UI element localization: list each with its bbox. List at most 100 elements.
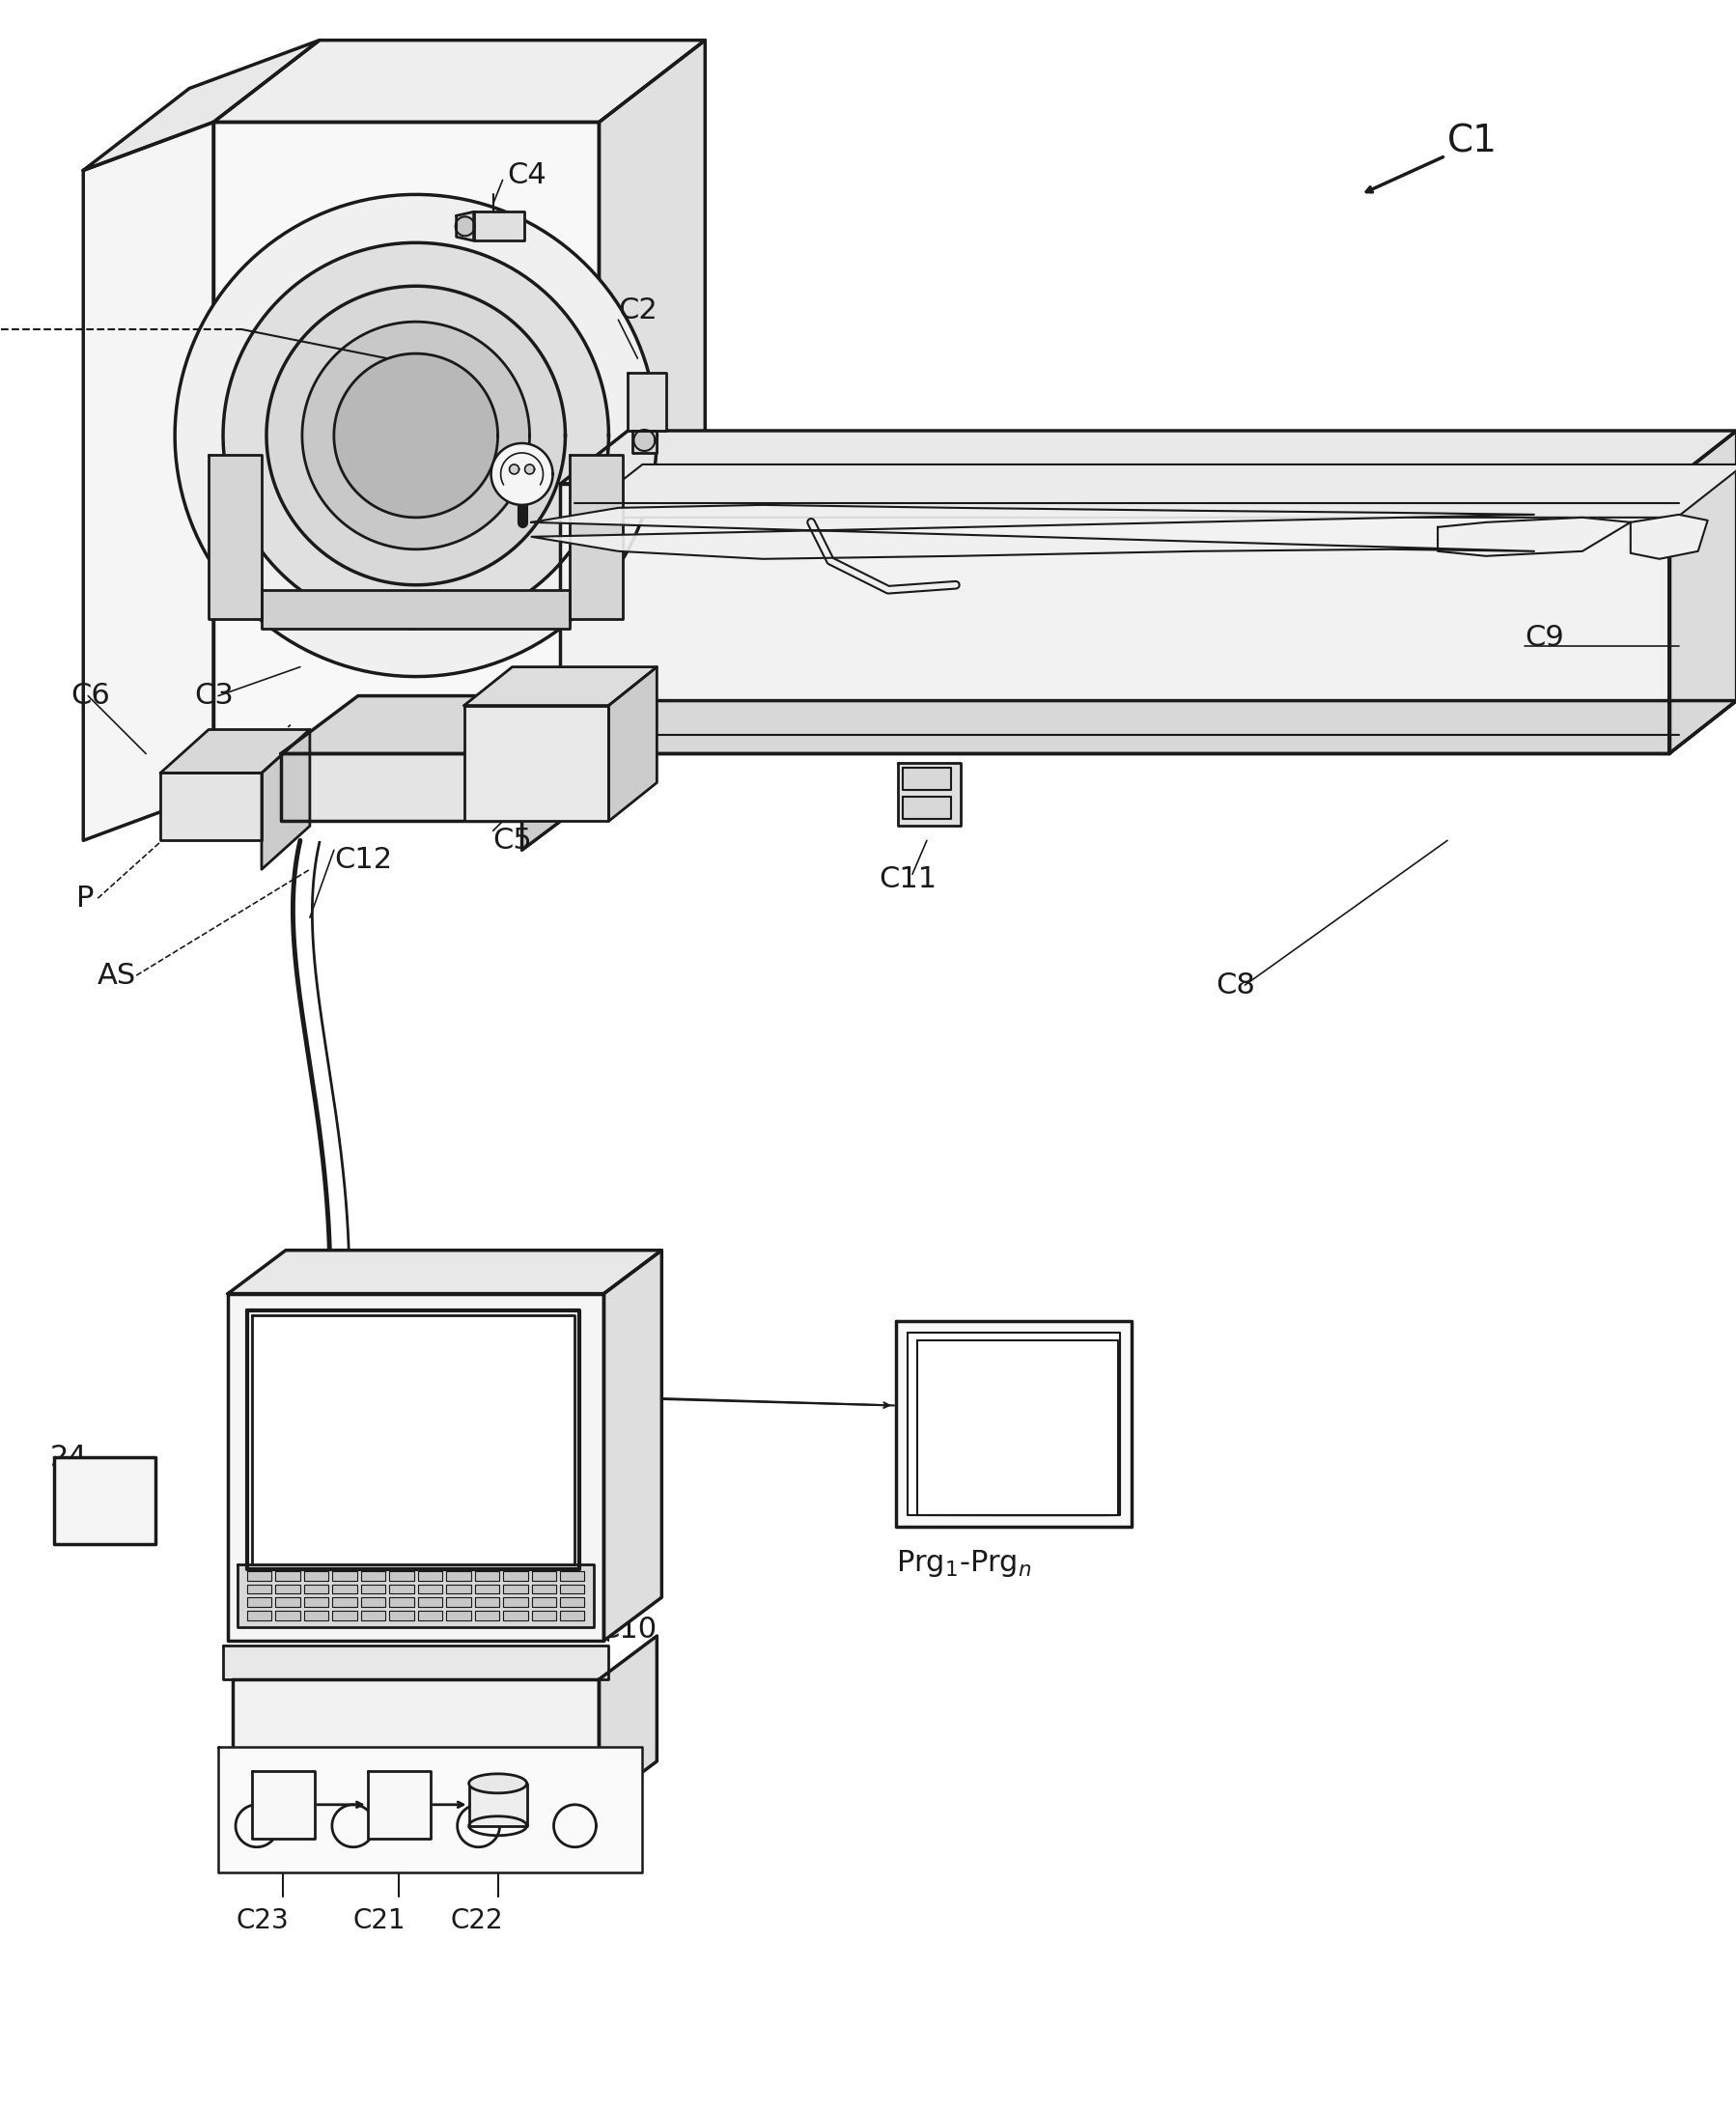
Polygon shape <box>302 321 529 549</box>
Text: C9: C9 <box>1524 625 1562 652</box>
Text: AS: AS <box>97 962 137 990</box>
Polygon shape <box>236 1804 278 1846</box>
Polygon shape <box>389 1610 413 1620</box>
Polygon shape <box>247 1572 271 1580</box>
Polygon shape <box>332 1585 358 1593</box>
Polygon shape <box>83 40 319 171</box>
Polygon shape <box>219 1747 642 1872</box>
Polygon shape <box>521 696 599 850</box>
Polygon shape <box>628 373 667 430</box>
Polygon shape <box>389 1572 413 1580</box>
Polygon shape <box>332 1610 358 1620</box>
Polygon shape <box>333 1384 540 1530</box>
Text: C4: C4 <box>507 160 547 190</box>
Polygon shape <box>599 40 705 791</box>
Polygon shape <box>54 1458 156 1545</box>
Polygon shape <box>457 1804 500 1846</box>
Polygon shape <box>279 1338 562 1553</box>
Polygon shape <box>559 1572 585 1580</box>
Polygon shape <box>474 211 524 241</box>
Polygon shape <box>927 1348 1115 1515</box>
Polygon shape <box>361 1572 385 1580</box>
Polygon shape <box>304 1572 328 1580</box>
Polygon shape <box>559 1585 585 1593</box>
Text: f: f <box>396 1747 403 1766</box>
Text: C2: C2 <box>618 295 658 325</box>
Polygon shape <box>262 591 569 629</box>
Text: P: P <box>276 1794 290 1817</box>
Polygon shape <box>175 194 656 677</box>
Polygon shape <box>464 705 608 821</box>
Polygon shape <box>332 1804 375 1846</box>
Polygon shape <box>632 430 656 454</box>
Polygon shape <box>474 1572 498 1580</box>
Polygon shape <box>214 40 705 122</box>
Polygon shape <box>389 1585 413 1593</box>
Polygon shape <box>247 1610 271 1620</box>
Polygon shape <box>599 1635 656 1804</box>
Polygon shape <box>332 1572 358 1580</box>
Text: Prg$_1$-Prg$_n$: Prg$_1$-Prg$_n$ <box>896 1549 1031 1578</box>
Polygon shape <box>446 1572 470 1580</box>
Text: f: f <box>394 1794 403 1817</box>
Polygon shape <box>965 1378 1108 1515</box>
Polygon shape <box>955 1372 1109 1515</box>
Polygon shape <box>896 1321 1130 1528</box>
Polygon shape <box>974 1386 1106 1515</box>
Polygon shape <box>604 1251 661 1642</box>
Polygon shape <box>252 1770 314 1838</box>
Polygon shape <box>418 1597 443 1608</box>
Text: C23: C23 <box>236 1907 288 1935</box>
Polygon shape <box>575 464 1736 517</box>
Polygon shape <box>304 1585 328 1593</box>
Polygon shape <box>474 1585 498 1593</box>
Polygon shape <box>304 1610 328 1620</box>
Polygon shape <box>276 1610 300 1620</box>
Polygon shape <box>238 1564 594 1627</box>
Polygon shape <box>524 464 535 475</box>
Polygon shape <box>917 1340 1116 1515</box>
Polygon shape <box>292 1350 557 1547</box>
Polygon shape <box>503 1572 528 1580</box>
Polygon shape <box>333 354 498 517</box>
Polygon shape <box>281 696 599 753</box>
Polygon shape <box>561 701 1736 753</box>
Text: C22: C22 <box>450 1907 503 1935</box>
Polygon shape <box>457 211 474 241</box>
Polygon shape <box>446 1597 470 1608</box>
Polygon shape <box>389 1597 413 1608</box>
Text: C3: C3 <box>194 682 233 709</box>
Polygon shape <box>503 1585 528 1593</box>
Polygon shape <box>531 1597 556 1608</box>
Text: P: P <box>76 884 94 912</box>
Polygon shape <box>266 1327 569 1559</box>
Polygon shape <box>276 1597 300 1608</box>
Polygon shape <box>898 764 960 825</box>
Polygon shape <box>509 464 519 475</box>
Polygon shape <box>984 1395 1104 1515</box>
Polygon shape <box>464 667 656 705</box>
Polygon shape <box>361 1610 385 1620</box>
Polygon shape <box>160 772 262 840</box>
Polygon shape <box>993 1401 1102 1515</box>
Text: C10: C10 <box>599 1614 656 1644</box>
Polygon shape <box>936 1355 1113 1515</box>
Polygon shape <box>262 730 309 869</box>
Polygon shape <box>531 504 1533 559</box>
Polygon shape <box>227 1293 604 1642</box>
Polygon shape <box>233 1680 599 1804</box>
Polygon shape <box>266 287 564 584</box>
Polygon shape <box>227 1251 661 1293</box>
Polygon shape <box>361 1597 385 1608</box>
Polygon shape <box>946 1363 1111 1515</box>
Text: P: P <box>276 1747 290 1766</box>
Polygon shape <box>446 1610 470 1620</box>
Polygon shape <box>332 1597 358 1608</box>
Polygon shape <box>222 243 608 629</box>
Polygon shape <box>1437 517 1630 557</box>
Polygon shape <box>903 768 950 791</box>
Polygon shape <box>469 1775 526 1794</box>
Polygon shape <box>531 1585 556 1593</box>
Polygon shape <box>561 483 1668 753</box>
Text: C8: C8 <box>1215 971 1255 1000</box>
